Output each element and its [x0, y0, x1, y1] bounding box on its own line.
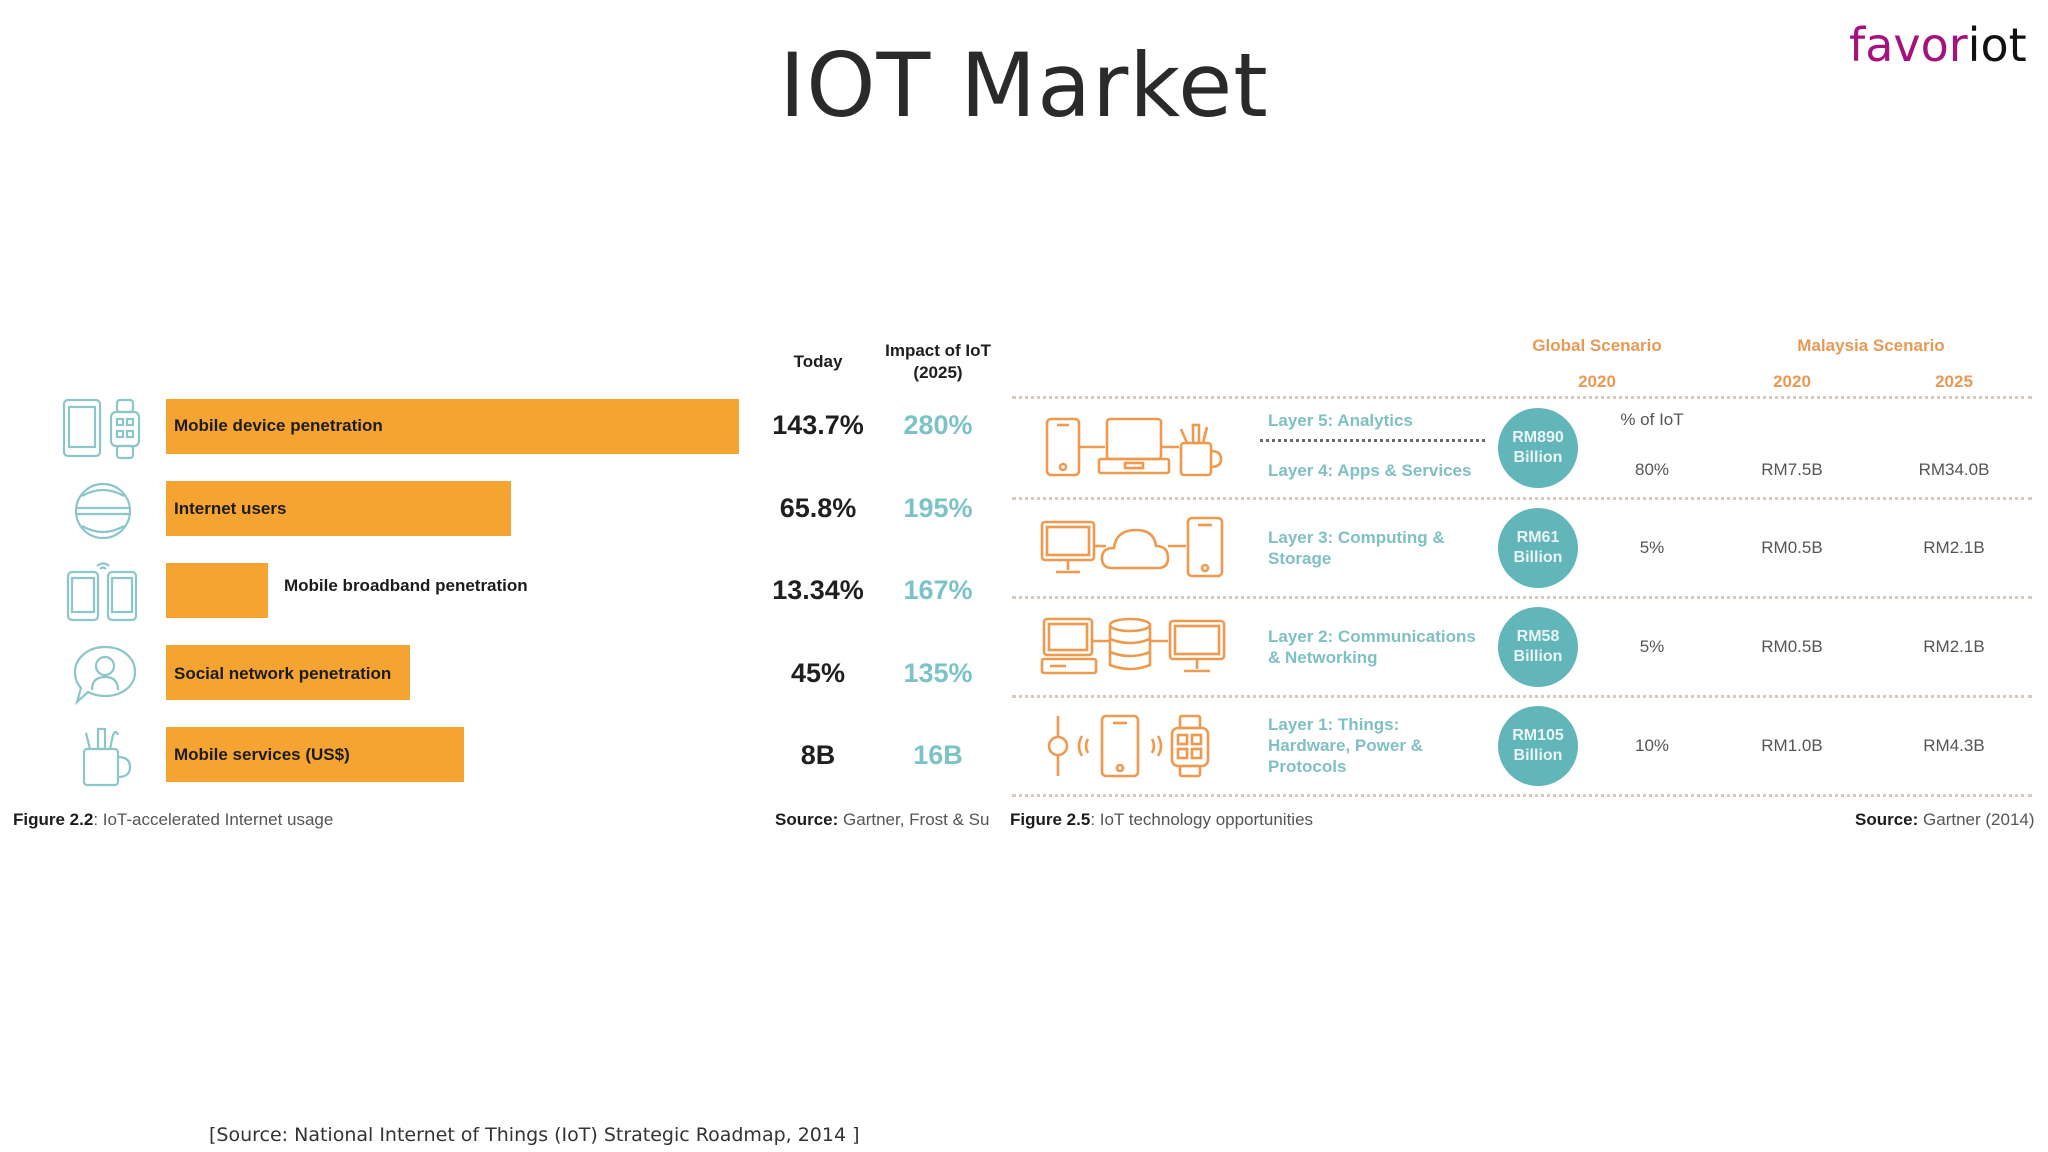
circle-amount: RM58 — [1516, 628, 1560, 645]
layer-label-line: Storage — [1268, 549, 1332, 568]
bar-label: Mobile broadband penetration — [284, 576, 528, 595]
impact-value: 280% — [903, 410, 973, 440]
global-value-circle: RM105 Billion — [1498, 706, 1578, 786]
caption-text: : IoT technology opportunities — [1090, 810, 1314, 829]
layer-label-line: Layer 3: Computing & — [1268, 528, 1445, 547]
devices-icon — [62, 398, 141, 460]
caption-label: Figure 2.2 — [13, 810, 94, 829]
layer-3-label: Layer 3: Computing & Storage — [1268, 527, 1445, 569]
malaysia-2020-value: RM0.5B — [1761, 637, 1823, 656]
logo-part-iot: iot — [1967, 18, 2027, 72]
column-header-impact: Impact of IoT (2025) — [868, 340, 1008, 384]
layer-label-line: Protocols — [1268, 757, 1347, 776]
malaysia-2020-value: RM1.0B — [1761, 736, 1823, 755]
caption-label: Figure 2.5 — [1010, 810, 1091, 829]
impact-value: 16B — [913, 740, 963, 770]
impact-header-line1: Impact of IoT — [885, 341, 991, 360]
layer-label-line: Layer 1: Things: — [1268, 715, 1400, 734]
globe-icon — [74, 482, 132, 540]
bar-mobile-services — [166, 727, 464, 782]
phones-signal-icon — [66, 562, 138, 622]
layer-label-line: Layer 2: Communications — [1268, 627, 1476, 646]
wearable-phone-watch-icon — [1047, 714, 1210, 778]
circle-unit: Billion — [1513, 648, 1563, 665]
header-global-scenario: Global Scenario — [1532, 336, 1662, 355]
today-value: 8B — [800, 740, 836, 770]
header-malaysia-2025: 2025 — [1935, 372, 1973, 391]
column-header-today: Today — [793, 352, 843, 371]
mug-tools-icon — [82, 727, 132, 787]
global-value-circle: RM58 Billion — [1498, 607, 1578, 687]
pct-value: 5% — [1639, 538, 1665, 557]
circle-unit: Billion — [1513, 449, 1563, 466]
layer-1-label: Layer 1: Things: Hardware, Power & Proto… — [1268, 714, 1423, 777]
layer-5-label: Layer 5: Analytics — [1268, 411, 1413, 430]
impact-value: 135% — [903, 658, 973, 688]
figure-2-2-caption: Figure 2.2: IoT-accelerated Internet usa… — [13, 810, 333, 830]
global-value-circle: RM890 Billion — [1498, 408, 1578, 488]
row-divider — [1012, 596, 2032, 599]
row-divider — [1012, 396, 2032, 399]
source-text: Gartner, Frost & Su — [838, 810, 990, 829]
layer-2-label: Layer 2: Communications & Networking — [1268, 626, 1476, 668]
logo-part-favor: favor — [1849, 18, 1968, 72]
malaysia-2020-value: RM0.5B — [1761, 538, 1823, 557]
bar-label: Mobile services (US$) — [174, 745, 350, 764]
circle-amount: RM105 — [1512, 727, 1564, 744]
today-value: 13.34% — [772, 575, 864, 605]
row-divider — [1012, 497, 2032, 500]
pct-value: 10% — [1634, 736, 1670, 755]
layer-label-line: Hardware, Power & — [1268, 736, 1423, 755]
today-value: 45% — [790, 658, 846, 688]
header-malaysia-2020: 2020 — [1773, 372, 1811, 391]
malaysia-2020-value: RM7.5B — [1761, 460, 1823, 479]
today-value: 143.7% — [772, 410, 864, 440]
figure-2-5-caption: Figure 2.5: IoT technology opportunities — [1010, 810, 1313, 830]
header-malaysia-scenario: Malaysia Scenario — [1797, 336, 1945, 355]
impact-value: 195% — [903, 493, 973, 523]
source-text: Gartner (2014) — [1918, 810, 2035, 829]
bar-label: Mobile device penetration — [174, 416, 383, 435]
phone-laptop-mug-icon — [1045, 417, 1223, 477]
bar-social-network — [166, 645, 410, 700]
bar-mobile-broadband — [166, 563, 268, 618]
layer-label-line: & Networking — [1268, 648, 1378, 667]
circle-unit: Billion — [1513, 549, 1563, 566]
circle-amount: RM61 — [1516, 529, 1560, 546]
bar-label: Social network penetration — [174, 664, 392, 683]
caption-text: : IoT-accelerated Internet usage — [93, 810, 334, 829]
layer-4-label: Layer 4: Apps & Services — [1268, 461, 1472, 480]
circle-unit: Billion — [1513, 747, 1563, 764]
circle-amount: RM890 — [1512, 429, 1564, 446]
bar-internet-users — [166, 481, 511, 536]
chat-person-icon — [73, 645, 137, 706]
pct-value: 5% — [1639, 637, 1665, 656]
impact-header-line2: (2025) — [913, 363, 963, 382]
source-label: Source: — [1855, 810, 1919, 829]
bar-mobile-device — [166, 399, 739, 454]
pct-value: 80% — [1634, 460, 1670, 479]
layer-inner-divider — [1260, 439, 1485, 442]
row-divider — [1012, 695, 2032, 698]
header-global-2020: 2020 — [1578, 372, 1616, 391]
malaysia-2025-value: RM2.1B — [1923, 538, 1985, 557]
favoriot-logo: favoriot — [1849, 18, 2027, 72]
impact-value: 167% — [903, 575, 973, 605]
today-value: 65.8% — [779, 493, 857, 523]
malaysia-2025-value: RM34.0B — [1918, 460, 1990, 479]
figure-2-2-source: Source: Gartner, Frost & Su — [775, 810, 989, 830]
malaysia-2025-value: RM4.3B — [1923, 736, 1985, 755]
footer-source: [Source: National Internet of Things (Io… — [209, 1124, 860, 1146]
page-title: IOT Market — [779, 34, 1269, 137]
monitor-cloud-phone-icon — [1040, 516, 1224, 578]
malaysia-2025-value: RM2.1B — [1923, 637, 1985, 656]
source-label: Source: — [775, 810, 839, 829]
pct-of-iot-label: % of IoT — [1620, 410, 1684, 429]
row-divider — [1012, 794, 2032, 797]
bar-label: Internet users — [174, 499, 287, 518]
computer-database-monitor-icon — [1040, 617, 1226, 675]
global-value-circle: RM61 Billion — [1498, 508, 1578, 588]
figure-2-5-source: Source: Gartner (2014) — [1855, 810, 2035, 830]
